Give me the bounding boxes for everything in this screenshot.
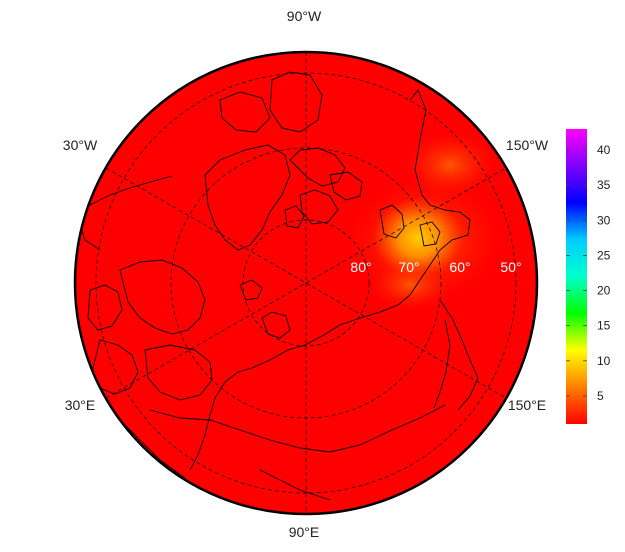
longitude-labels: 90°W 30°W 150°W 30°E 150°E 90°E — [63, 8, 549, 540]
lon-label-upper-right: 150°W — [506, 137, 549, 153]
map-border — [73, 50, 539, 516]
hotspot-region — [350, 133, 500, 310]
lon-label-lower-right: 150°E — [508, 397, 546, 413]
lat-label-60: 60° — [449, 259, 470, 275]
colorbar-tick-label: 20 — [597, 284, 611, 298]
colorbar-tick-label: 40 — [597, 143, 611, 157]
lat-label-50: 50° — [500, 259, 521, 275]
graticule — [95, 52, 517, 514]
colorbar-ticks: 5 10 15 20 25 30 35 40 — [566, 143, 611, 403]
latitude-labels: 80° 70° 60° 50° — [350, 259, 521, 275]
colorbar-tick-label: 15 — [597, 319, 611, 333]
lon-label-upper-left: 30°W — [63, 137, 98, 153]
colorbar-tick-label: 30 — [597, 213, 611, 227]
lat-label-70: 70° — [398, 259, 419, 275]
colorbar-gradient — [566, 129, 587, 424]
colorbar-tick-label: 5 — [597, 389, 604, 403]
colorbar-tick-label: 10 — [597, 354, 611, 368]
lon-label-top: 90°W — [287, 8, 322, 24]
colorbar: 5 10 15 20 25 30 35 40 — [566, 129, 611, 424]
lon-label-bottom: 90°E — [289, 524, 320, 540]
colorbar-tick-label: 25 — [597, 248, 611, 262]
colorbar-tick-label: 35 — [597, 178, 611, 192]
lat-label-80: 80° — [350, 259, 371, 275]
coastlines — [79, 71, 479, 501]
lon-label-lower-left: 30°E — [65, 397, 96, 413]
map-disc — [73, 50, 539, 516]
